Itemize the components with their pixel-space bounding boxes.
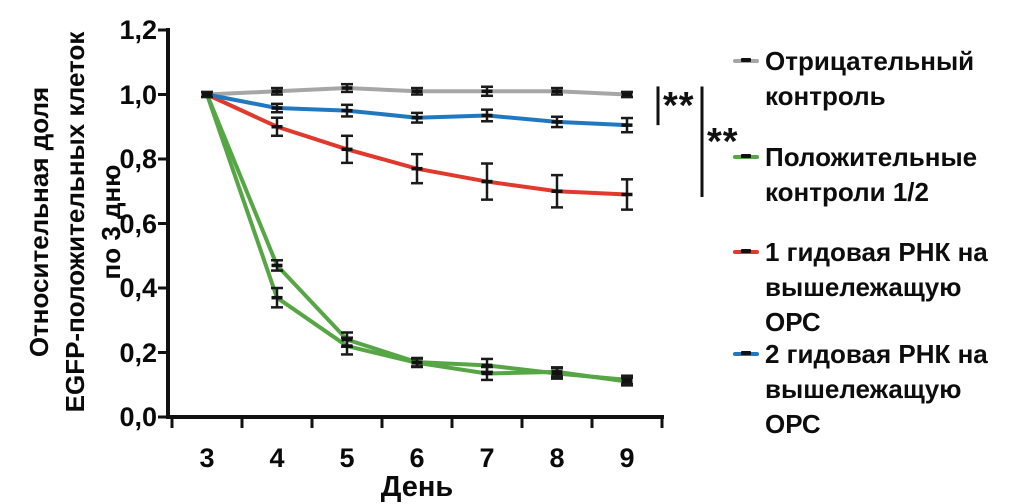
legend-line-marker	[733, 58, 759, 63]
x-tick-label: 3	[199, 443, 215, 473]
x-tick-label: 8	[549, 443, 565, 473]
legend-dash-marker	[741, 351, 751, 355]
y-tick-label: 0,8	[119, 144, 157, 174]
y-tick-label: 0,4	[119, 273, 157, 303]
x-tick-label: 6	[409, 443, 425, 473]
legend-label: 2 гидовая РНК на вышележащую ОРС	[765, 339, 988, 439]
x-axis-title: День	[380, 471, 454, 503]
legend-label: Отрицательный контроль	[765, 46, 975, 111]
x-tick-label: 7	[479, 443, 495, 473]
legend-line-marker	[733, 351, 759, 356]
y-tick-label: 1,2	[119, 15, 157, 45]
y-tick-label: 0,6	[119, 208, 157, 239]
legend-entry: Положительные контроли 1/2	[733, 140, 1009, 230]
legend-label: Положительные контроли 1/2	[765, 142, 978, 207]
y-tick-label: 0,2	[119, 337, 157, 368]
significance-label: **	[663, 84, 695, 127]
series-line	[205, 92, 629, 382]
legend-dash-marker	[741, 58, 751, 62]
y-tick-label: 1,0	[119, 79, 157, 110]
legend-label: 1 гидовая РНК на вышележащую ОРС	[765, 237, 988, 337]
legend-entry: Отрицательный контроль	[733, 44, 1009, 134]
legend-entry: 1 гидовая РНК на вышележащую ОРС	[733, 235, 1009, 337]
legend-entry: 2 гидовая РНК на вышележащую ОРС	[733, 337, 1009, 439]
legend-line-marker	[733, 249, 759, 254]
significance-label: **	[707, 120, 739, 163]
x-tick-label: 4	[269, 443, 285, 473]
series-line	[205, 92, 629, 384]
x-tick-label: 5	[339, 443, 355, 473]
y-tick-label: 0,0	[119, 402, 157, 432]
x-tick-label: 9	[619, 443, 635, 473]
legend-line-marker	[733, 154, 759, 159]
legend-dash-marker	[741, 154, 751, 158]
legend-dash-marker	[741, 249, 751, 253]
